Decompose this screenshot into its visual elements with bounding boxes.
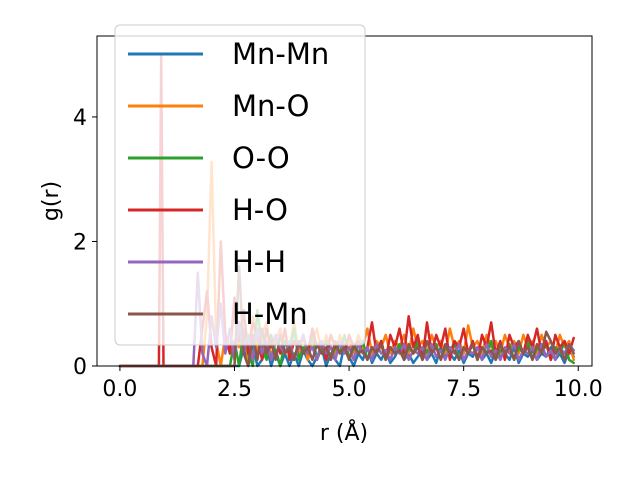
legend-entry-mn-mn: Mn-Mn [232, 37, 329, 71]
y-tick-label: 2 [73, 230, 87, 255]
x-tick-label: 0.0 [102, 377, 137, 402]
x-tick-label: 7.5 [446, 377, 481, 402]
y-tick-label: 4 [73, 106, 87, 131]
x-tick-label: 2.5 [217, 377, 252, 402]
legend-entry-h-h: H-H [232, 245, 286, 279]
legend-entry-o-o: O-O [232, 141, 290, 175]
legend-entry-h-o: H-O [232, 193, 288, 227]
y-axis-label: g(r) [39, 181, 64, 221]
legend-entry-mn-o: Mn-O [232, 89, 310, 123]
y-axis: 0 2 4 [73, 106, 97, 380]
legend-entry-h-mn: H-Mn [232, 297, 308, 331]
x-tick-label: 5.0 [332, 377, 367, 402]
x-tick-label: 10.0 [554, 377, 603, 402]
x-axis: 0.0 2.5 5.0 7.5 10.0 [102, 366, 603, 402]
series-line-h-mn [118, 265, 575, 368]
x-axis-label: r (Å) [320, 419, 368, 446]
legend: Mn-Mn Mn-O O-O H-O H-H H-Mn [114, 24, 366, 346]
y-tick-label: 0 [73, 355, 87, 380]
